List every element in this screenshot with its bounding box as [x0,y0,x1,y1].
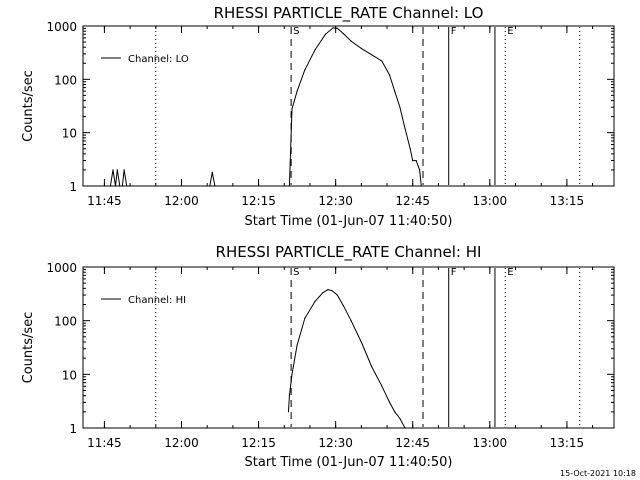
data-point [126,185,128,187]
data-point [399,106,401,108]
x-tick-label: 13:15 [550,436,585,450]
data-point [381,60,383,62]
data-point [211,171,213,173]
data-point [119,185,121,187]
data-point [209,185,211,187]
data-point [360,47,362,50]
marker-label: S [293,26,299,37]
marker-label: F [451,26,457,37]
data-point [314,49,316,51]
marker-label: S [293,267,299,278]
data-point [412,160,414,162]
data-point [109,185,111,187]
x-tick-label: 13:00 [473,194,508,208]
data-point [342,33,344,35]
data-point [360,341,362,343]
data-point [296,90,298,92]
data-point [399,417,401,420]
x-tick-label: 12:45 [395,436,430,450]
data-point [419,169,421,171]
y-tick-label: 100 [54,315,77,329]
data-point [350,40,352,42]
data-point [287,411,290,413]
data-point [114,185,117,187]
x-tick-label: 11:45 [87,194,122,208]
y-axis-label: Counts/sec [21,312,36,384]
data-point [128,185,130,187]
y-axis-label: Counts/sec [21,70,36,142]
y-tick-label: 100 [54,73,77,87]
x-tick-label: 12:00 [164,194,199,208]
data-point [336,27,338,29]
data-point [342,305,344,307]
y-tick-label: 10 [62,368,77,382]
y-tick-label: 1 [69,180,77,194]
x-tick-label: 13:00 [473,436,508,450]
data-point [121,185,123,187]
y-tick-label: 1000 [46,261,77,275]
data-point [331,290,333,292]
data-point [371,365,373,368]
data-point [288,395,290,397]
legend-entry: Channel: LO [128,54,189,65]
data-point [291,373,293,375]
data-point [296,344,298,346]
data-point [322,292,324,294]
x-tick-label: 12:30 [318,194,353,208]
x-tick-label: 12:45 [395,194,430,208]
y-tick-label: 1 [69,422,77,436]
data-point [394,411,396,413]
data-point [291,108,293,110]
x-tick-label: 12:15 [241,436,276,450]
data-point [409,148,411,150]
x-axis-label: Start Time (01-Jun-07 11:40:50) [245,214,453,229]
data-point [420,185,422,187]
data-point [324,33,326,35]
data-point [214,185,216,187]
plot-frame [82,25,615,187]
series-line-0 [109,27,422,187]
data-point [381,385,383,387]
data-point [394,90,396,92]
data-point [123,169,125,171]
x-tick-label: 12:15 [241,194,276,208]
data-point [304,317,306,319]
data-point [327,289,329,291]
data-point [314,300,316,302]
marker-label: E [507,267,513,278]
data-point [389,74,391,76]
data-point [112,169,114,171]
plot-frame [82,266,615,429]
data-point [404,127,406,129]
x-tick-label: 12:00 [164,436,199,450]
x-tick-label: 12:30 [318,436,353,450]
chart-title: RHESSI PARTICLE_RATE Channel: HI [216,243,482,262]
marker-label: E [507,26,513,37]
data-point [371,54,373,56]
y-tick-label: 10 [62,127,77,141]
data-point [404,427,406,429]
x-tick-label: 13:15 [550,194,585,208]
x-axis-label: Start Time (01-Jun-07 11:40:50) [245,455,453,470]
data-point [304,69,306,71]
y-tick-label: 1000 [46,20,77,34]
chart-title: RHESSI PARTICLE_RATE Channel: LO [214,4,484,23]
series-line-1 [288,289,406,429]
legend-entry: Channel: HI [128,295,186,306]
data-point [288,185,290,187]
x-tick-label: 11:45 [87,436,122,450]
data-point [116,169,118,171]
data-point [389,401,391,403]
data-point [336,294,338,296]
footer-timestamp: 15-Oct-2021 10:18 [560,469,636,478]
data-point [350,320,352,322]
marker-label: F [451,267,457,278]
data-point [332,27,334,29]
data-point [415,160,417,162]
